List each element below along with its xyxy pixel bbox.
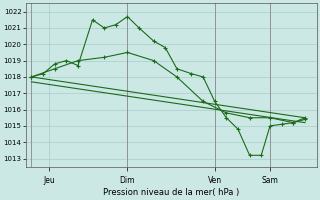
X-axis label: Pression niveau de la mer( hPa ): Pression niveau de la mer( hPa ) [103,188,239,197]
